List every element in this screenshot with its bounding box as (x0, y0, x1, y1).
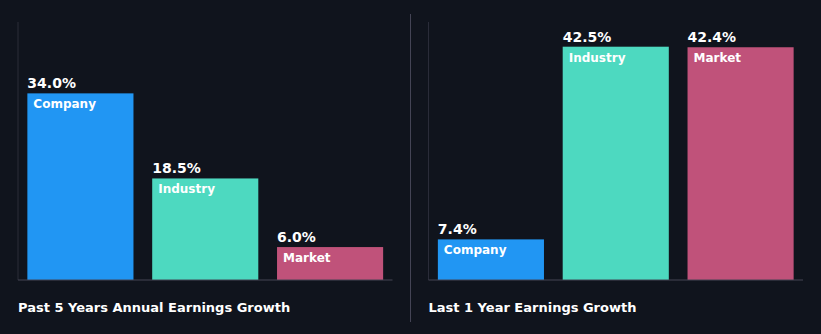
panel: 7.4% Company 42.5% Industry 42.4% Market Last … (429, 22, 804, 315)
bar-label: Company (33, 97, 96, 111)
value-label: 42.4% (688, 29, 737, 45)
baseline (429, 280, 804, 281)
labels: 7.4% Company 42.5% Industry 42.4% Market (438, 29, 741, 258)
value-axis-line (428, 22, 429, 280)
value-label: 7.4% (438, 221, 477, 237)
panel-separator (410, 14, 411, 322)
bars (438, 47, 794, 280)
panel: 34.0% Company 18.5% Industry 6.0% Market Past … (18, 22, 393, 315)
bar-label: Industry (158, 182, 215, 196)
panel-title: Last 1 Year Earnings Growth (429, 300, 637, 315)
bar-label: Industry (569, 51, 626, 65)
bar (152, 178, 258, 280)
baseline (18, 280, 393, 281)
panel-title: Past 5 Years Annual Earnings Growth (18, 300, 290, 315)
chart-container: 34.0% Company 18.5% Industry 6.0% Market Past … (0, 0, 821, 334)
bar-label: Market (694, 51, 742, 65)
bars (27, 93, 383, 280)
value-label: 42.5% (563, 29, 612, 45)
bar (27, 93, 133, 280)
bar (438, 239, 544, 280)
value-axis-line (18, 22, 19, 280)
bar (688, 47, 794, 280)
bar (563, 47, 669, 280)
bar-label: Market (283, 251, 331, 265)
bar (277, 247, 383, 280)
bar-label: Company (444, 243, 507, 257)
value-label: 34.0% (27, 75, 76, 91)
labels: 34.0% Company 18.5% Industry 6.0% Market (27, 75, 330, 265)
value-label: 18.5% (152, 160, 201, 176)
value-label: 6.0% (277, 229, 316, 245)
chart-svg: 34.0% Company 18.5% Industry 6.0% Market Past … (0, 0, 821, 334)
